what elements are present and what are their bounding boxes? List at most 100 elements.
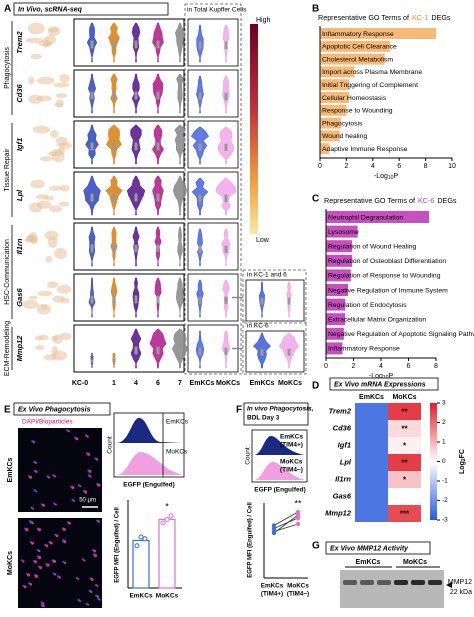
violin-box bbox=[178, 40, 182, 49]
point bbox=[295, 521, 301, 527]
umap-cluster bbox=[38, 40, 53, 47]
title-box bbox=[325, 541, 431, 555]
umap-cluster bbox=[28, 295, 38, 300]
bar bbox=[320, 28, 437, 39]
bar-label: Regulation of Response to Wounding bbox=[328, 273, 441, 280]
axis-label: EGFP (Engulfed) bbox=[123, 482, 175, 489]
panel-letter: C bbox=[312, 194, 319, 205]
particle bbox=[27, 573, 31, 577]
particle bbox=[35, 470, 38, 474]
column-label: MoKCs bbox=[392, 394, 416, 401]
lane-label: EmKCs bbox=[356, 559, 381, 566]
significance: * bbox=[165, 502, 169, 512]
row-label: EmKCs bbox=[7, 457, 14, 482]
significance: ** bbox=[401, 425, 408, 434]
violin-box bbox=[178, 244, 182, 253]
x-tick-label: EmKCs bbox=[190, 380, 215, 387]
x-tick-label: 1 bbox=[112, 380, 116, 387]
particle bbox=[63, 561, 67, 565]
band bbox=[377, 580, 391, 585]
violin-box bbox=[156, 142, 160, 151]
inset-row bbox=[245, 279, 305, 322]
bar-label: Initial Triggering of Complement bbox=[322, 82, 418, 89]
particle bbox=[84, 490, 88, 494]
pair-line bbox=[273, 517, 299, 529]
umap-cluster bbox=[34, 335, 43, 341]
particle bbox=[25, 528, 29, 532]
violin-box bbox=[224, 41, 228, 50]
panel-letter: B bbox=[312, 4, 319, 15]
umap-cluster bbox=[51, 345, 58, 356]
label-part: P bbox=[393, 173, 398, 180]
hist-label: (TIM4+) bbox=[280, 442, 303, 449]
x-tick-label: 2 bbox=[352, 363, 356, 370]
violin-box bbox=[90, 244, 94, 253]
violin-box bbox=[198, 347, 202, 356]
cell bbox=[355, 437, 388, 454]
bar-label: Inflammatory Response bbox=[328, 346, 400, 353]
x-tick-label: KC-0 bbox=[72, 380, 88, 387]
cell bbox=[388, 505, 421, 522]
cell bbox=[388, 420, 421, 437]
particle bbox=[34, 574, 39, 578]
particle bbox=[97, 483, 101, 487]
bar bbox=[320, 104, 347, 116]
violin-box bbox=[134, 244, 138, 253]
band bbox=[360, 580, 374, 585]
x-tick-label: MoKCs bbox=[278, 380, 302, 387]
bar-label: Extracellular Matrix Organization bbox=[328, 316, 426, 323]
particle bbox=[96, 595, 100, 598]
particle bbox=[68, 522, 71, 525]
violin-box bbox=[134, 295, 138, 304]
particle bbox=[55, 534, 59, 538]
particle bbox=[29, 583, 33, 586]
violin-box bbox=[198, 143, 202, 152]
violin-box bbox=[156, 346, 160, 355]
particle bbox=[32, 441, 36, 444]
violin-box bbox=[178, 91, 182, 100]
lane-label: MoKCs bbox=[403, 559, 427, 566]
row-box bbox=[187, 171, 239, 220]
umap-cluster bbox=[39, 156, 54, 162]
violin-box bbox=[134, 40, 138, 49]
bar bbox=[132, 539, 150, 589]
x-tick-label: EmKCs bbox=[129, 593, 153, 600]
gene-label: Gas6 bbox=[15, 288, 24, 307]
violin-box bbox=[112, 359, 116, 363]
bar bbox=[320, 117, 342, 129]
particle bbox=[35, 490, 38, 493]
colorbar-tick-label: -3 bbox=[442, 517, 448, 524]
cell bbox=[355, 454, 388, 471]
cell bbox=[388, 403, 421, 420]
label-part: 10 bbox=[388, 175, 394, 181]
header: in Total Kupffer Cells bbox=[187, 7, 247, 14]
particle bbox=[22, 560, 25, 563]
panel-letter: G bbox=[312, 541, 320, 552]
umap-cluster bbox=[56, 99, 64, 108]
umap-cluster bbox=[48, 185, 62, 191]
umap-cluster bbox=[55, 93, 68, 99]
point bbox=[271, 529, 277, 534]
bar bbox=[320, 66, 355, 78]
row-label: MoKCs bbox=[7, 551, 14, 575]
violin-box bbox=[112, 142, 116, 151]
bar bbox=[320, 53, 385, 65]
particle bbox=[77, 578, 80, 580]
gene-label: Mmp12 bbox=[15, 335, 24, 362]
x-tick-label: 4 bbox=[379, 363, 383, 370]
row-label: Gas6 bbox=[333, 491, 352, 500]
violin-box bbox=[112, 295, 116, 304]
umap-cluster bbox=[40, 304, 48, 310]
violin-box bbox=[134, 142, 138, 151]
hist-label: EmKCs bbox=[280, 434, 304, 441]
label-part: -Log bbox=[374, 173, 388, 180]
label-part: FC bbox=[459, 449, 466, 458]
row-label: Il1rn bbox=[335, 474, 351, 483]
particle bbox=[54, 503, 57, 506]
point bbox=[295, 515, 301, 521]
violin-box bbox=[224, 143, 228, 152]
particle bbox=[45, 544, 49, 548]
violin-box bbox=[224, 347, 228, 356]
bar bbox=[326, 327, 344, 340]
cell bbox=[355, 505, 388, 522]
